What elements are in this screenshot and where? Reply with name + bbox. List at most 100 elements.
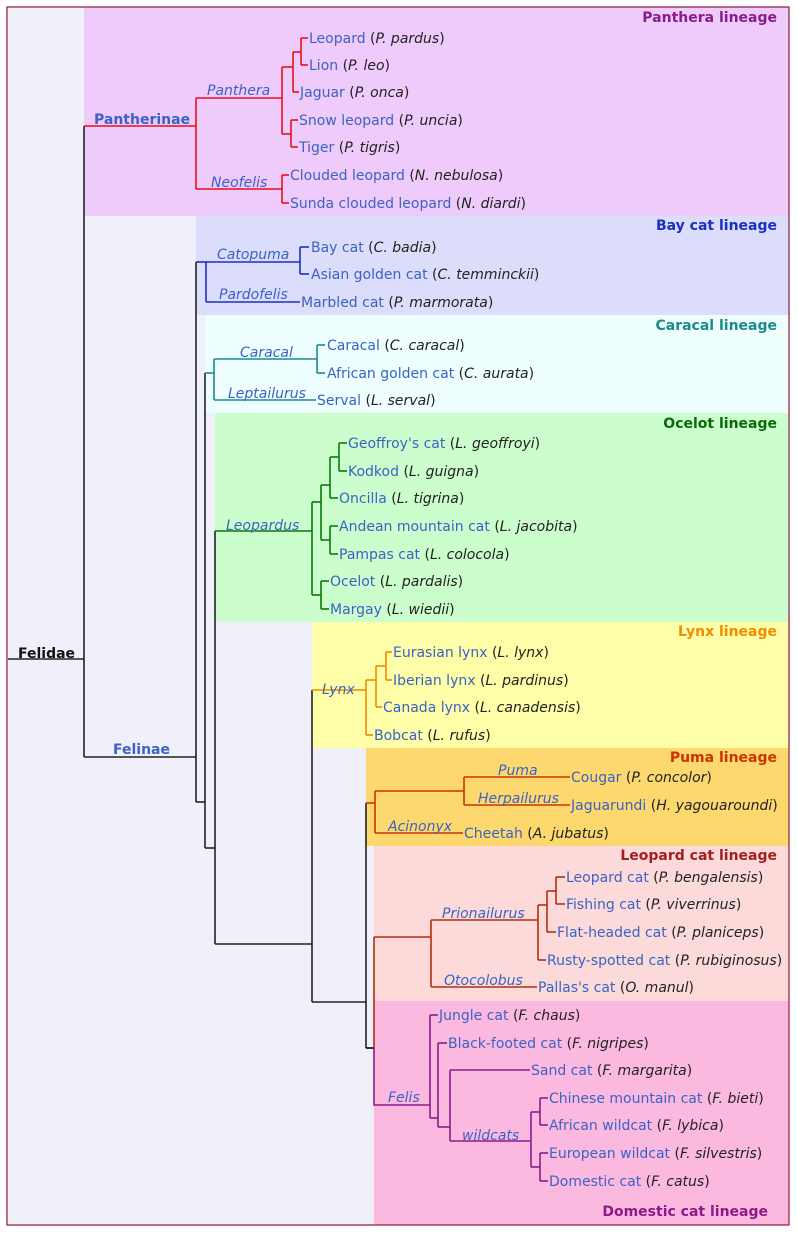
species-paren: ) — [603, 826, 608, 842]
panthera-lineage-box — [84, 7, 789, 216]
species-paren: ) — [395, 140, 400, 156]
species-scientific-name: C. temminckii — [438, 267, 535, 283]
species-paren: ) — [498, 168, 503, 184]
species-paren: ) — [458, 574, 463, 590]
species-common-name: Flat-headed cat — [557, 925, 671, 941]
species-scientific-name: L. canadensis — [480, 700, 575, 716]
species-scientific-name: N. diardi — [461, 196, 520, 212]
species-paren: ( — [424, 547, 429, 563]
species-paren: ( — [567, 1036, 572, 1052]
genus-otocolobus: Otocolobus — [444, 973, 523, 989]
species-scientific-name: F. bieti — [712, 1091, 758, 1107]
species-scientific-name: C. caracal — [390, 338, 460, 354]
species-common-name: Pallas's cat — [538, 980, 620, 996]
species-label: Eurasian lynx (L. lynx) — [393, 645, 549, 661]
genus-felis: Felis — [388, 1090, 420, 1106]
species-scientific-name: L. guigna — [409, 464, 474, 480]
species-label: Sand cat (F. margarita) — [531, 1063, 692, 1079]
species-paren: ( — [527, 826, 532, 842]
species-scientific-name: N. nebulosa — [415, 168, 498, 184]
species-paren: ( — [513, 1008, 518, 1024]
species-label: Cheetah (A. jubatus) — [464, 826, 609, 842]
species-paren: ( — [384, 338, 389, 354]
species-paren: ( — [432, 267, 437, 283]
root-label: Felidae — [18, 646, 75, 662]
species-scientific-name: P. viverrinus — [651, 897, 736, 913]
puma-lineage-box — [366, 748, 789, 846]
species-paren: ) — [431, 240, 436, 256]
species-paren: ( — [492, 645, 497, 661]
species-paren: ( — [653, 870, 658, 886]
species-paren: ( — [427, 728, 432, 744]
species-paren: ) — [704, 1174, 709, 1190]
species-scientific-name: O. manul — [625, 980, 688, 996]
species-common-name: Domestic cat — [549, 1174, 646, 1190]
species-label: Geoffroy's cat (L. geoffroyi) — [348, 436, 540, 452]
species-paren: ) — [736, 897, 741, 913]
genus-puma: Puma — [498, 763, 538, 779]
species-common-name: Canada lynx — [383, 700, 475, 716]
species-paren: ( — [475, 700, 480, 716]
species-paren: ( — [399, 113, 404, 129]
species-common-name: Asian golden cat — [311, 267, 432, 283]
species-common-name: Ocelot — [330, 574, 380, 590]
genus-prionailurus: Prionailurus — [442, 906, 525, 922]
species-paren: ) — [758, 1091, 763, 1107]
species-paren: ( — [409, 168, 414, 184]
species-paren: ( — [459, 366, 464, 382]
species-paren: ) — [687, 1063, 692, 1079]
species-label: Jungle cat (F. chaus) — [438, 1008, 580, 1024]
species-label: Bay cat (C. badia) — [311, 240, 437, 256]
species-scientific-name: A. jubatus — [532, 826, 604, 842]
species-label: European wildcat (F. silvestris) — [549, 1146, 762, 1162]
species-paren: ( — [671, 925, 676, 941]
species-label: Pallas's cat (O. manul) — [538, 980, 694, 996]
species-label: Serval (L. serval) — [317, 393, 436, 409]
species-common-name: Leopard cat — [566, 870, 653, 886]
species-label: African wildcat (F. lybica) — [549, 1118, 724, 1134]
species-common-name: Pampas cat — [339, 547, 424, 563]
species-common-name: Jungle cat — [438, 1008, 513, 1024]
species-paren: ) — [759, 925, 764, 941]
species-paren: ) — [529, 366, 534, 382]
species-paren: ) — [457, 113, 462, 129]
background-layer — [6, 6, 790, 1226]
species-common-name: Leopard — [309, 31, 370, 47]
genus-leopardus: Leopardus — [226, 518, 299, 534]
species-common-name: African wildcat — [549, 1118, 657, 1134]
species-paren: ) — [504, 547, 509, 563]
species-label: Oncilla (L. tigrina) — [339, 491, 464, 507]
species-common-name: Geoffroy's cat — [348, 436, 450, 452]
species-scientific-name: L. rufus — [433, 728, 485, 744]
species-scientific-name: F. chaus — [518, 1008, 574, 1024]
species-scientific-name: P. onca — [355, 85, 404, 101]
species-label: Margay (L. wiedii) — [330, 602, 455, 618]
species-scientific-name: L. colocola — [430, 547, 504, 563]
species-common-name: Black-footed cat — [448, 1036, 567, 1052]
ocelot-lineage-title: Ocelot lineage — [663, 416, 777, 432]
species-scientific-name: H. yagouaroundi — [656, 798, 772, 814]
baycat-lineage-box — [196, 216, 789, 315]
species-scientific-name: F. catus — [651, 1174, 704, 1190]
species-common-name: Bay cat — [311, 240, 368, 256]
species-scientific-name: P. planiceps — [677, 925, 759, 941]
species-common-name: Snow leopard — [299, 113, 399, 129]
caracal-lineage-box — [205, 315, 789, 413]
species-common-name: Cougar — [571, 770, 626, 786]
species-scientific-name: L. pardinus — [485, 673, 563, 689]
genus-pardofelis: Pardofelis — [219, 287, 288, 303]
species-scientific-name: L. jacobita — [500, 519, 572, 535]
species-paren: ( — [494, 519, 499, 535]
species-paren: ( — [403, 464, 408, 480]
species-paren: ) — [459, 338, 464, 354]
species-paren: ) — [643, 1036, 648, 1052]
species-common-name: Tiger — [298, 140, 339, 156]
species-common-name: Cheetah — [464, 826, 527, 842]
species-paren: ) — [488, 295, 493, 311]
species-label: Tiger (P. tigris) — [298, 140, 400, 156]
species-scientific-name: L. serval — [371, 393, 430, 409]
species-paren: ) — [718, 1118, 723, 1134]
species-paren: ) — [758, 870, 763, 886]
species-paren: ( — [657, 1118, 662, 1134]
